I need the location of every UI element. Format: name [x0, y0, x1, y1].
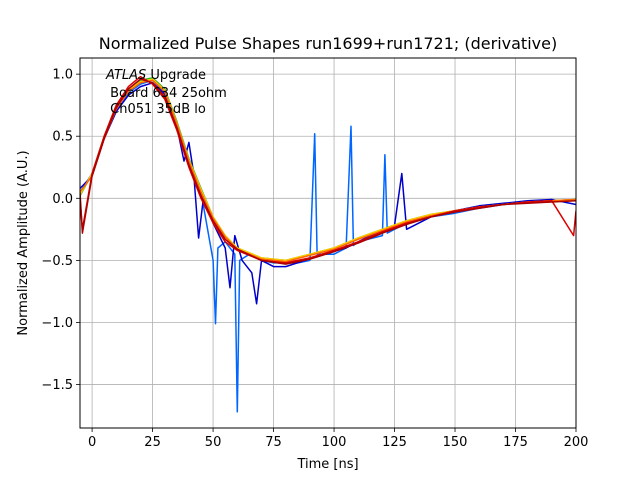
- annotation-atlas: ATLAS: [105, 68, 146, 83]
- series-line-pulse-dark-red: [80, 78, 576, 265]
- annotation-line-2: Board 634 25ohm: [106, 86, 227, 101]
- x-tick-label: 100: [322, 435, 347, 450]
- x-tick-label: 200: [564, 435, 589, 450]
- x-axis-label: Time [ns]: [296, 457, 358, 472]
- y-axis-label: Normalized Amplitude (A.U.): [16, 150, 31, 335]
- x-tick-label: 150: [443, 435, 468, 450]
- annotation-line-3: Ch051 35dB lo: [106, 102, 206, 117]
- x-tick-label: 50: [205, 435, 222, 450]
- y-tick-label: −1.5: [41, 378, 73, 393]
- plot-frame: [79, 57, 577, 429]
- y-tick-label: −0.5: [41, 254, 73, 269]
- x-tick-label: 125: [382, 435, 407, 450]
- x-tick-label: 75: [265, 435, 282, 450]
- x-tick-label: 175: [503, 435, 528, 450]
- y-tick-label: 0.5: [52, 130, 73, 145]
- annotation: ATLAS Upgrade Board 634 25ohm Ch051 35dB…: [105, 68, 227, 117]
- axis-ticks: 0 25 50 75 100 125 150 175 200 −1.5 −1.0 −0.5 0.0 0.5…: [41, 68, 588, 450]
- annotation-line-1: ATLAS Upgrade: [105, 68, 206, 83]
- y-tick-label: 1.0: [52, 68, 73, 83]
- x-tick-label: 0: [88, 435, 96, 450]
- chart-title: Normalized Pulse Shapes run1699+run1721;…: [99, 34, 557, 53]
- grid: [80, 58, 577, 428]
- series-group: [80, 75, 576, 413]
- y-tick-label: −1.0: [41, 316, 73, 331]
- annotation-upgrade: Upgrade: [146, 68, 206, 83]
- x-tick-label: 25: [144, 435, 161, 450]
- y-tick-label: 0.0: [52, 192, 73, 207]
